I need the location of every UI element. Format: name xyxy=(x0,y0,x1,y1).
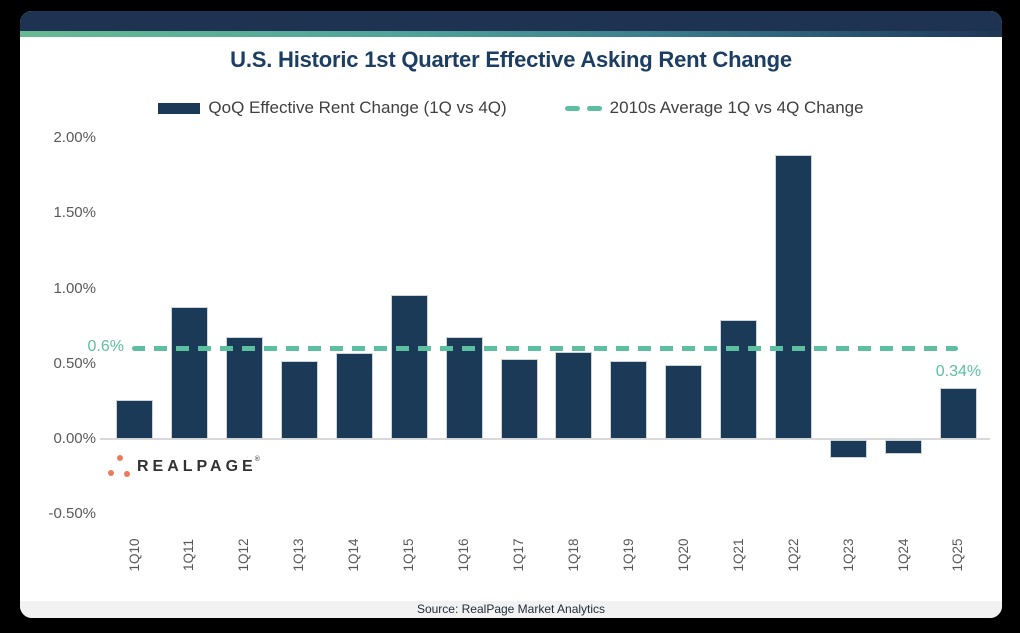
x-axis-label-1Q20: 1Q20 xyxy=(675,538,691,572)
bar-1Q18 xyxy=(555,351,593,439)
x-axis-label-1Q22: 1Q22 xyxy=(785,538,801,572)
registered-trademark-mark: ® xyxy=(254,456,260,463)
x-axis-label-1Q25: 1Q25 xyxy=(950,538,966,572)
bar-1Q11 xyxy=(170,306,208,439)
x-axis-label-1Q10: 1Q10 xyxy=(126,538,142,572)
bar-1Q24 xyxy=(885,440,923,454)
bar-1Q13 xyxy=(280,360,318,439)
bar-1Q19 xyxy=(610,360,648,439)
bar-1Q16 xyxy=(445,336,483,439)
bar-1Q20 xyxy=(665,365,703,439)
x-axis-label-1Q12: 1Q12 xyxy=(236,538,252,572)
y-axis-tick-0.00%: 0.00% xyxy=(53,430,96,447)
legend-item-average-line: 2010s Average 1Q vs 4Q Change xyxy=(564,98,864,118)
legend-label: QoQ Effective Rent Change (1Q vs 4Q) xyxy=(208,98,507,117)
y-axis-tick-2.00%: 2.00% xyxy=(53,129,96,146)
bar-1Q12 xyxy=(225,336,263,439)
average-line-value-label: 0.6% xyxy=(87,337,124,355)
chart-plot-area: 2.00% 1.50% 1.00% 0.50% 0.00% -0.50% 1Q10 1Q11 1… xyxy=(20,11,1002,618)
bar-1Q25 xyxy=(939,387,977,439)
bar-1Q14 xyxy=(335,353,373,439)
x-axis-label-1Q13: 1Q13 xyxy=(291,538,307,572)
header-gradient-accent xyxy=(20,31,1002,37)
x-axis-label-1Q19: 1Q19 xyxy=(620,538,636,572)
chart-card: U.S. Historic 1st Quarter Effective Aski… xyxy=(20,11,1002,618)
legend-dashed-line-swatch-icon xyxy=(564,105,602,111)
x-axis-baseline xyxy=(100,438,990,440)
x-axis-label-1Q23: 1Q23 xyxy=(840,538,856,572)
bar-1Q21 xyxy=(720,320,758,439)
source-footer: Source: RealPage Market Analytics xyxy=(20,601,1002,618)
header-bar xyxy=(20,11,1002,31)
x-axis-label-1Q16: 1Q16 xyxy=(456,538,472,572)
y-axis-tick-1.00%: 1.00% xyxy=(53,279,96,297)
bar-1Q22 xyxy=(775,154,813,439)
x-axis-label-1Q24: 1Q24 xyxy=(895,538,911,572)
legend-bar-swatch-icon xyxy=(158,102,201,114)
y-axis-tick--0.50%: -0.50% xyxy=(48,505,96,523)
legend-item-rent-change: QoQ Effective Rent Change (1Q vs 4Q) xyxy=(158,98,507,118)
average-reference-line xyxy=(132,346,958,352)
bar-1Q15 xyxy=(390,294,428,439)
realpage-logo: REALPAGE® xyxy=(108,453,260,479)
x-axis-label-1Q14: 1Q14 xyxy=(346,538,362,572)
chart-title: U.S. Historic 1st Quarter Effective Aski… xyxy=(230,47,792,72)
x-axis-label-1Q21: 1Q21 xyxy=(730,538,746,572)
y-axis-tick-0.50%: 0.50% xyxy=(53,354,96,372)
chart-legend: QoQ Effective Rent Change (1Q vs 4Q) 201… xyxy=(20,95,1002,121)
realpage-logo-text: REALPAGE® xyxy=(137,456,260,475)
x-axis-label-1Q15: 1Q15 xyxy=(401,538,417,572)
bar-1Q23 xyxy=(830,440,868,459)
bar-1Q10 xyxy=(116,399,153,439)
realpage-dots-icon xyxy=(108,453,134,479)
bar-1Q17 xyxy=(500,359,538,439)
x-axis-label-1Q11: 1Q11 xyxy=(181,538,197,572)
y-axis-tick-1.50%: 1.50% xyxy=(53,204,96,222)
legend-label: 2010s Average 1Q vs 4Q Change xyxy=(609,98,864,117)
x-axis-label-1Q18: 1Q18 xyxy=(565,538,581,572)
bar-value-annotation-1Q25: 0.34% xyxy=(935,362,982,380)
x-axis-label-1Q17: 1Q17 xyxy=(511,538,526,572)
